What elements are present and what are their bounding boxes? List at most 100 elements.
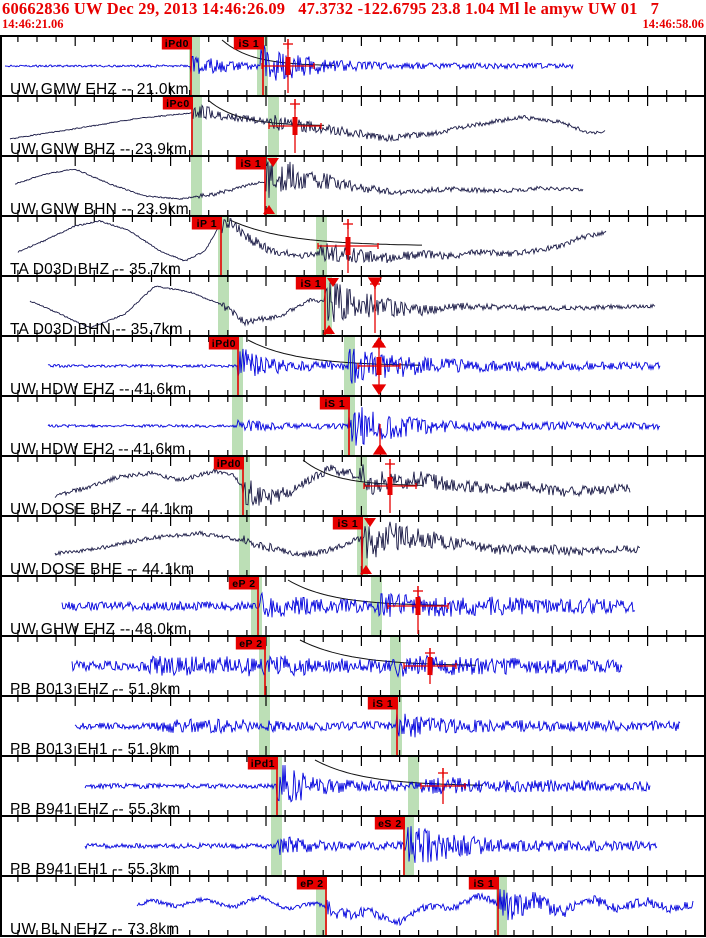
- phase-pick[interactable]: iS 1: [468, 877, 499, 935]
- pick-label: iS 1: [239, 38, 260, 50]
- phase-window-band: [371, 577, 382, 635]
- phase-window-band: [232, 397, 243, 455]
- trace-panel-1[interactable]: iPd0 iS 1 UW GMW EHZ -- 21.0km: [4, 37, 706, 98]
- pick-flag[interactable]: [228, 577, 259, 590]
- trace-panel-8[interactable]: iPd0 UW DOSE BHZ -- 44.1km: [10, 457, 706, 518]
- pick-flag[interactable]: [468, 877, 499, 890]
- phase-window-band: [218, 277, 229, 335]
- phase-window-band: [259, 697, 270, 755]
- pick-flag[interactable]: [191, 217, 222, 230]
- pick-flag[interactable]: [213, 457, 244, 470]
- phase-pick[interactable]: iPd0: [161, 37, 192, 95]
- pick-triangle-icon: [263, 205, 275, 214]
- pick-triangle-icon: [360, 565, 372, 574]
- trace-panel-10[interactable]: eP 2 UW GHW EHZ -- 48.0km: [10, 577, 706, 638]
- trace-panel-12[interactable]: iS 1 PB B013 EH1 -- 51.9km: [10, 697, 706, 758]
- trace-panel-2[interactable]: iPc0 UW GNW BHZ -- 23.9km: [9, 97, 706, 158]
- pick-flag[interactable]: [233, 37, 264, 50]
- phase-pick[interactable]: eP 2: [228, 577, 259, 635]
- waveform: [14, 160, 584, 200]
- phase-window-band: [390, 637, 401, 695]
- time-ticks: [17, 757, 706, 815]
- pick-label: iPd0: [212, 338, 236, 350]
- phase-pick[interactable]: iPc0: [162, 97, 193, 155]
- station-label: UW GNW BHZ -- 23.9km: [10, 141, 187, 158]
- phase-pick[interactable]: iPd0: [213, 457, 244, 515]
- pick-flag[interactable]: [235, 637, 266, 650]
- waveform: [71, 654, 623, 678]
- pick-triangle-icon: [323, 325, 335, 334]
- pick-triangle-icon: [267, 158, 279, 167]
- station-label: UW GHW EHZ -- 48.0km: [10, 621, 187, 638]
- pick-label: eP 2: [239, 638, 262, 650]
- waveform: [84, 826, 658, 863]
- phase-pick[interactable]: eP 2: [296, 877, 327, 935]
- phase-window-band: [356, 457, 367, 515]
- pick-flag[interactable]: [161, 37, 192, 50]
- amplitude-marker: [403, 648, 457, 684]
- phase-window-band: [239, 517, 250, 575]
- phase-pick[interactable]: eP 2: [235, 637, 266, 695]
- pick-flag[interactable]: [162, 97, 193, 110]
- pick-label: iS 1: [301, 278, 322, 290]
- time-window-row: 14:46:21.06 14:46:58.06: [0, 17, 706, 31]
- trace-panel-6[interactable]: iPd0 UW HDW EHZ -- 41.6km: [10, 336, 706, 398]
- trace-panel-5[interactable]: iS 1 TA D03D BHN -- 35.7km: [10, 277, 706, 338]
- pick-flag[interactable]: [374, 817, 405, 830]
- waveform: [47, 348, 661, 384]
- pick-flag[interactable]: [247, 757, 278, 770]
- pick-flag[interactable]: [332, 517, 363, 530]
- pick-flag[interactable]: [235, 157, 266, 170]
- pick-label: iS 1: [241, 158, 262, 170]
- station-label: PB B013 EH1 -- 51.9km: [10, 741, 180, 758]
- amp-triangle-icon: [371, 336, 387, 348]
- phase-pick[interactable]: iPd0: [208, 337, 239, 395]
- phase-pick[interactable]: iS 1: [332, 517, 376, 575]
- trace-panel-4[interactable]: iP 1 TA D03D BHZ -- 35.7km: [10, 217, 706, 278]
- trace-panel-15[interactable]: eP 2 iS 1 UW BLN EHZ -- 73.8km: [10, 877, 706, 938]
- waveform: [29, 282, 656, 329]
- time-ticks: [17, 397, 706, 455]
- pick-label: iPd1: [251, 758, 275, 770]
- pick-flag[interactable]: [319, 397, 350, 410]
- station-label: UW DOSE BHZ -- 44.1km: [10, 501, 193, 518]
- station-label: PB B013 EHZ -- 51.9km: [10, 681, 180, 698]
- pick-triangle-icon: [327, 278, 339, 287]
- time-ticks: [17, 817, 706, 875]
- amplitude-marker: [367, 277, 383, 333]
- pick-label: iPd0: [217, 458, 241, 470]
- amp-triangle-icon: [367, 277, 383, 289]
- trace-panel-9[interactable]: iS 1 UW DOSE BHE -- 44.1km: [10, 517, 706, 578]
- time-ticks: [17, 337, 706, 395]
- trace-panel-13[interactable]: iPd1 PB B941 EHZ -- 55.3km: [10, 757, 706, 818]
- phase-pick[interactable]: eS 2: [374, 817, 405, 875]
- waveform: [54, 521, 641, 560]
- phase-window-band: [266, 157, 277, 215]
- waveform: [84, 765, 651, 803]
- phase-pick[interactable]: iS 1: [235, 157, 279, 215]
- pick-flag[interactable]: [295, 277, 326, 290]
- amplitude-marker: [363, 459, 417, 513]
- pick-flag[interactable]: [296, 877, 327, 890]
- phase-pick[interactable]: iS 1: [367, 697, 398, 755]
- amp-triangle-icon: [371, 384, 387, 396]
- waveform: [61, 591, 636, 618]
- phase-pick[interactable]: iP 1: [191, 217, 222, 275]
- phase-pick[interactable]: iS 1: [319, 397, 350, 455]
- phase-window-band: [316, 877, 327, 935]
- phase-pick[interactable]: iS 1: [233, 37, 264, 95]
- phase-pick[interactable]: iS 1: [295, 277, 339, 335]
- panel-borders: [0, 35, 706, 937]
- pick-flag[interactable]: [208, 337, 239, 350]
- coda-decay-curve: [221, 39, 335, 66]
- pick-flag[interactable]: [367, 697, 398, 710]
- coda-decay-curve: [247, 339, 421, 366]
- time-ticks: [17, 277, 706, 335]
- phase-pick[interactable]: iPd1: [247, 757, 278, 815]
- trace-panel-3[interactable]: iS 1 UW GNW BHN -- 23.9km: [10, 157, 706, 218]
- trace-panel-11[interactable]: eP 2 PB B013 EHZ -- 51.9km: [10, 637, 706, 698]
- pick-label: iS 1: [373, 698, 394, 710]
- trace-panel-14[interactable]: eS 2 PB B941 EH1 -- 55.3km: [10, 817, 706, 878]
- trace-panel-7[interactable]: iS 1 UW HDW EH2 -- 41.6km: [10, 397, 706, 458]
